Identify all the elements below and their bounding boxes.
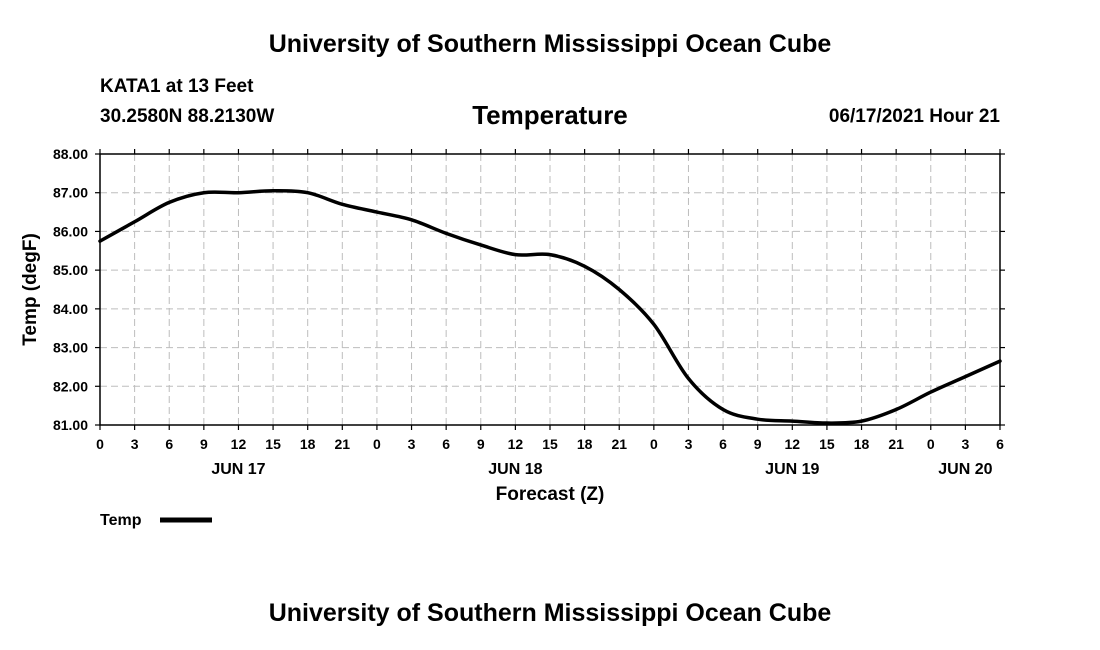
- y-tick-label: 84.00: [53, 301, 88, 317]
- x-tick-label: 3: [961, 436, 969, 452]
- x-tick-label: 12: [231, 436, 247, 452]
- axes-layer: 81.00 82.00 83.00 84.00 85.00 86.00 87.00 88.00…: [20, 146, 1005, 505]
- chart-bottom-title: University of Southern Mississippi Ocean…: [268, 599, 832, 627]
- x-tick-label: 6: [996, 436, 1004, 452]
- station-coordinates: 30.2580N 88.2130W: [100, 106, 275, 127]
- x-tick-label: 3: [131, 436, 139, 452]
- y-tick-label: 82.00: [53, 378, 88, 394]
- x-tick-label: 12: [785, 436, 801, 452]
- y-axis-label: Temp (degF): [20, 233, 41, 346]
- grid-layer: [100, 154, 1000, 425]
- x-tick-label: 21: [888, 436, 904, 452]
- x-tick-label: 15: [542, 436, 558, 452]
- series-layer: [98, 189, 1002, 425]
- temp-series-line: [98, 189, 1002, 425]
- x-tick-label: 9: [477, 436, 485, 452]
- x-day-label: JUN 18: [488, 461, 542, 478]
- x-tick-label: 21: [335, 436, 351, 452]
- x-tick-label: 0: [650, 436, 658, 452]
- x-tick-label: 6: [442, 436, 450, 452]
- legend-label: Temp: [100, 512, 142, 529]
- x-tick-label: 12: [508, 436, 524, 452]
- x-tick-label: 0: [927, 436, 935, 452]
- y-tick-label: 88.00: [53, 146, 88, 162]
- x-tick-label: 9: [754, 436, 762, 452]
- chart-top-title: University of Southern Mississippi Ocean…: [268, 30, 832, 58]
- x-tick-label: 18: [577, 436, 593, 452]
- plot-frame: [99, 153, 1001, 426]
- x-tick-label: 15: [819, 436, 835, 452]
- station-label: KATA1 at 13 Feet: [100, 76, 254, 97]
- x-tick-label: 15: [265, 436, 281, 452]
- x-day-label: JUN 20: [938, 461, 992, 478]
- y-tick-label: 87.00: [53, 185, 88, 201]
- x-tick-label: 18: [300, 436, 316, 452]
- forecast-run-time: 06/17/2021 Hour 21: [828, 106, 1000, 127]
- x-tick-label: 3: [685, 436, 693, 452]
- x-tick-label: 18: [854, 436, 870, 452]
- x-tick-label: 0: [96, 436, 104, 452]
- x-day-label: JUN 17: [211, 461, 265, 478]
- x-tick-label: 21: [611, 436, 627, 452]
- x-tick-label: 6: [719, 436, 727, 452]
- y-tick-label: 85.00: [53, 262, 88, 278]
- x-tick-label: 3: [408, 436, 416, 452]
- x-day-label: JUN 19: [765, 461, 819, 478]
- variable-title: Temperature: [472, 100, 628, 130]
- x-axis-label: Forecast (Z): [496, 484, 605, 505]
- x-tick-label: 9: [200, 436, 208, 452]
- legend: Temp: [100, 512, 212, 529]
- y-tick-label: 86.00: [53, 223, 88, 239]
- y-tick-label: 83.00: [53, 340, 88, 356]
- x-tick-label: 6: [165, 436, 173, 452]
- y-tick-label: 81.00: [53, 417, 88, 433]
- x-tick-label: 0: [373, 436, 381, 452]
